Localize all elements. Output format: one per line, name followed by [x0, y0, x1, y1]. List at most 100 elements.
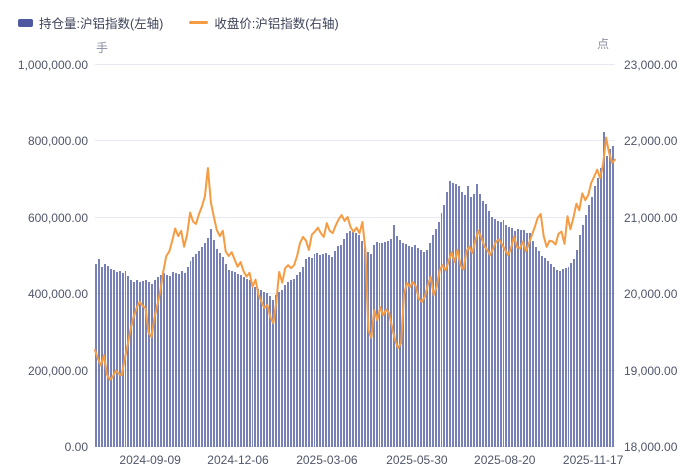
- bar: [286, 282, 289, 447]
- bar: [552, 267, 555, 447]
- bar: [221, 256, 224, 447]
- bar: [375, 242, 378, 447]
- bar: [331, 256, 334, 447]
- bar: [325, 252, 328, 447]
- bar: [410, 246, 413, 447]
- bar: [537, 251, 540, 447]
- y-axis-label-right: 22,000.00: [624, 134, 678, 149]
- bar: [405, 243, 408, 447]
- bar: [201, 246, 204, 447]
- bar: [413, 245, 416, 447]
- bar: [461, 192, 464, 447]
- bar: [428, 243, 431, 447]
- bar: [529, 232, 532, 447]
- bar: [177, 274, 180, 447]
- bar: [570, 263, 573, 447]
- bar: [434, 228, 437, 447]
- bar: [124, 270, 127, 447]
- bar: [605, 155, 608, 447]
- bar: [216, 248, 219, 447]
- right-axis-unit-label: 点: [597, 37, 610, 51]
- bar: [304, 259, 307, 447]
- bar: [159, 274, 162, 447]
- bar: [602, 132, 605, 447]
- bar: [378, 243, 381, 447]
- left-axis-unit-label: 手: [96, 41, 109, 55]
- bar: [493, 219, 496, 447]
- bar: [455, 183, 458, 447]
- bar: [535, 246, 537, 447]
- bar: [564, 268, 567, 447]
- bar: [251, 282, 254, 447]
- bar: [464, 194, 467, 447]
- bar: [168, 276, 171, 447]
- x-axis-label: 2025-11-17: [562, 453, 624, 467]
- bar: [157, 277, 159, 447]
- bar: [387, 241, 390, 447]
- bar: [100, 266, 103, 447]
- bar: [597, 178, 599, 447]
- bar: [242, 277, 245, 447]
- bar: [514, 230, 517, 447]
- bar: [360, 240, 363, 447]
- bar: [239, 275, 242, 447]
- bar: [115, 271, 118, 447]
- bar-series: [95, 65, 615, 447]
- bar: [366, 251, 369, 447]
- bar: [478, 193, 481, 447]
- bar: [230, 270, 233, 447]
- bar: [130, 280, 133, 447]
- bar: [292, 278, 295, 447]
- bar: [289, 280, 292, 447]
- bar: [523, 230, 526, 447]
- y-axis-label-left: 1,000,000.00: [17, 58, 88, 72]
- bar: [121, 273, 124, 447]
- bar: [348, 230, 351, 447]
- bar: [608, 149, 611, 447]
- bar: [310, 257, 313, 447]
- bar: [171, 272, 174, 447]
- bar: [165, 275, 168, 447]
- bar: [473, 194, 475, 447]
- bar: [579, 234, 582, 447]
- bar: [369, 254, 372, 447]
- bar: [591, 196, 594, 447]
- bar: [443, 204, 446, 447]
- bar: [313, 254, 316, 447]
- bar: [186, 267, 189, 447]
- bar: [301, 267, 304, 447]
- bar: [248, 280, 251, 447]
- bar: [599, 167, 602, 447]
- bar: [278, 291, 281, 447]
- bar: [198, 250, 201, 447]
- bar: [298, 272, 301, 447]
- bar: [142, 280, 145, 447]
- legend-item-close-price[interactable]: 收盘价:沪铝指数(右轴): [189, 13, 339, 32]
- legend-item-open-interest[interactable]: 持仓量:沪铝指数(左轴): [18, 13, 163, 32]
- legend-label-close-price: 收盘价:沪铝指数(右轴): [214, 17, 339, 31]
- bar: [346, 232, 348, 447]
- bar: [502, 220, 505, 447]
- bar: [275, 294, 278, 447]
- x-axis-label: 2025-05-30: [386, 453, 448, 467]
- y-axis-label-left: 0.00: [64, 440, 88, 454]
- bar: [425, 249, 428, 447]
- x-axis-label: 2024-09-09: [119, 453, 181, 467]
- bar: [162, 272, 165, 447]
- bar: [402, 242, 405, 447]
- bar: [233, 272, 236, 447]
- bar: [139, 282, 142, 447]
- bar: [437, 222, 440, 447]
- bar: [573, 259, 576, 447]
- bar: [145, 280, 148, 447]
- plot-area[interactable]: [94, 64, 616, 447]
- bar: [112, 270, 115, 447]
- bar: [449, 180, 452, 447]
- bar: [322, 253, 325, 447]
- bar: [97, 259, 100, 447]
- y-axis-label-right: 18,000.00: [624, 440, 678, 454]
- bar: [192, 257, 195, 447]
- bar: [588, 204, 591, 447]
- bar: [505, 224, 508, 447]
- bar: [204, 243, 207, 447]
